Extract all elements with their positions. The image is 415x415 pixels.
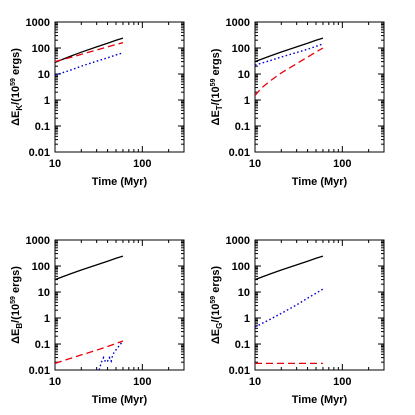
series-line-dotted xyxy=(98,340,124,370)
y-tick-label: 0.1 xyxy=(235,121,250,133)
y-tick-label: 100 xyxy=(232,261,250,273)
x-axis-label: Time (Myr) xyxy=(92,176,148,188)
y-tick-label: 0.1 xyxy=(235,339,250,351)
y-tick-label: 100 xyxy=(232,43,250,55)
y-tick-label: 1000 xyxy=(226,235,250,247)
y-tick-label: 0.1 xyxy=(35,121,50,133)
series-line-dashed xyxy=(55,340,124,364)
plot-frame xyxy=(54,21,185,153)
y-tick-label: 1 xyxy=(244,95,250,107)
x-tick-label: 100 xyxy=(133,376,151,388)
y-tick-label: 0.01 xyxy=(29,147,50,159)
series-line-solid xyxy=(55,255,124,281)
y-axis-label: ΔEB/(1059 ergs) xyxy=(10,266,24,344)
series-line-dotted xyxy=(55,52,124,76)
x-tick-label: 10 xyxy=(49,158,61,170)
x-tick-label: 100 xyxy=(133,158,151,170)
chart-panel-2: 10 100 0.01 0.1 1 10 100 1000 Time (Myr) ΔET/(105… xyxy=(210,17,385,188)
x-tick-label: 100 xyxy=(333,158,351,170)
series-line-dashed xyxy=(55,42,124,63)
plot-frame xyxy=(54,239,185,371)
y-axis-label: ΔEK/(1059 ergs) xyxy=(10,48,24,126)
y-tick-label: 1000 xyxy=(226,17,250,29)
series-line-solid xyxy=(255,37,324,63)
series-line-solid xyxy=(55,37,124,63)
y-tick-label: 1000 xyxy=(26,17,50,29)
y-tick-label: 0.1 xyxy=(35,339,50,351)
y-tick-label: 0.01 xyxy=(229,365,250,377)
series-line-dotted xyxy=(255,43,324,66)
x-axis-label: Time (Myr) xyxy=(292,394,348,406)
y-tick-label: 10 xyxy=(38,69,50,81)
y-tick-label: 100 xyxy=(32,261,50,273)
x-tick-label: 10 xyxy=(49,376,61,388)
y-tick-label: 1000 xyxy=(26,235,50,247)
chart-panel-3: 10 100 0.01 0.1 1 10 100 1000 Time (Myr) ΔEB/(105… xyxy=(10,235,185,406)
x-axis-label: Time (Myr) xyxy=(292,176,348,188)
x-tick-label: 10 xyxy=(249,376,261,388)
y-axis-label: ΔEG/(1059 ergs) xyxy=(210,266,224,345)
y-tick-label: 10 xyxy=(38,287,50,299)
y-tick-label: 0.01 xyxy=(229,147,250,159)
chart-panel-1: 10 100 0.01 0.1 1 10 100 1000 Time (Myr) ΔEK/(105… xyxy=(10,17,185,188)
plot-frame xyxy=(254,239,385,371)
y-tick-label: 100 xyxy=(32,43,50,55)
x-tick-label: 100 xyxy=(333,376,351,388)
y-tick-label: 0.01 xyxy=(29,365,50,377)
series-line-dashed xyxy=(255,47,324,96)
y-axis-label: ΔET/(1059 ergs) xyxy=(210,48,224,125)
series-line-solid xyxy=(255,255,324,281)
y-tick-label: 1 xyxy=(244,313,250,325)
y-tick-label: 10 xyxy=(238,287,250,299)
series-line-dotted xyxy=(255,288,324,328)
x-axis-label: Time (Myr) xyxy=(92,394,148,406)
x-tick-label: 10 xyxy=(249,158,261,170)
y-tick-label: 1 xyxy=(44,313,50,325)
chart-panel-4: 10 100 0.01 0.1 1 10 100 1000 Time (Myr) ΔEG/(105… xyxy=(210,235,385,406)
y-tick-label: 1 xyxy=(44,95,50,107)
plot-frame xyxy=(254,21,385,153)
y-tick-label: 10 xyxy=(238,69,250,81)
